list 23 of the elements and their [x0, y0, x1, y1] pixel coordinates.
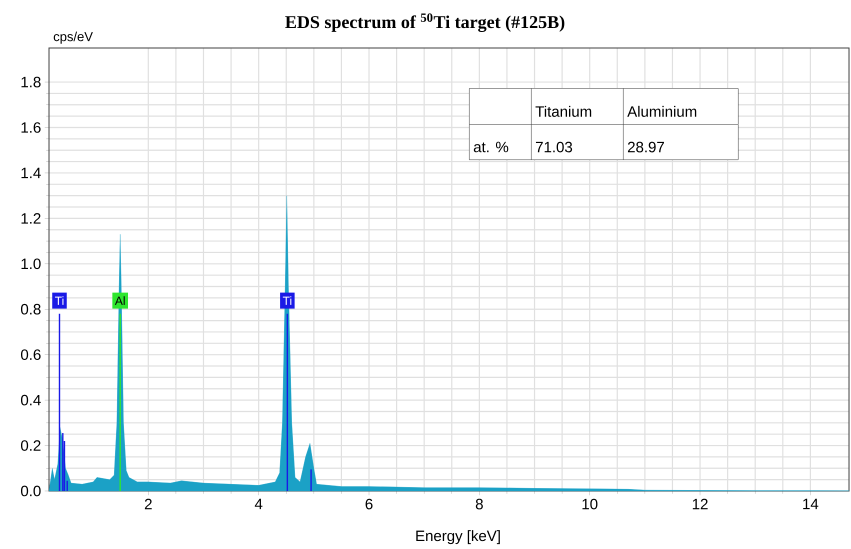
y-tick-label: 1.6: [22, 122, 41, 133]
x-tick-label: 4: [254, 498, 262, 510]
y-tick-label: 0.2: [20, 440, 40, 451]
y-tick-label: 0.4: [20, 394, 41, 406]
y-tick-label: 0.6: [20, 349, 41, 360]
x-tick-label: 2: [144, 498, 152, 510]
y-tick-label: 0.8: [20, 304, 41, 315]
x-axis-title: Energy [keV]: [416, 530, 500, 544]
y-tick-label: 1.4: [22, 168, 41, 178]
y-tick-label: 1.0: [22, 258, 41, 270]
series-label: Al: [114, 296, 125, 305]
series-label: Ti: [54, 296, 64, 305]
chart-title: EDS spectrum of $^{50}$Ti target (#125B): [285, 13, 564, 32]
y-tick-label: 1.2: [22, 213, 40, 224]
y-tick-label: 1.8: [22, 76, 41, 88]
y-axis-title: cps/eV: [54, 32, 93, 44]
series-label: Ti: [282, 296, 292, 305]
x-tick-label: 6: [366, 498, 373, 510]
y-tick-label: 0.0: [20, 486, 41, 496]
x-tick-label: 12: [692, 498, 708, 510]
x-tick-label: 8: [476, 498, 483, 510]
x-tick-label: 10: [582, 498, 598, 510]
x-tick-label: 14: [803, 498, 818, 510]
